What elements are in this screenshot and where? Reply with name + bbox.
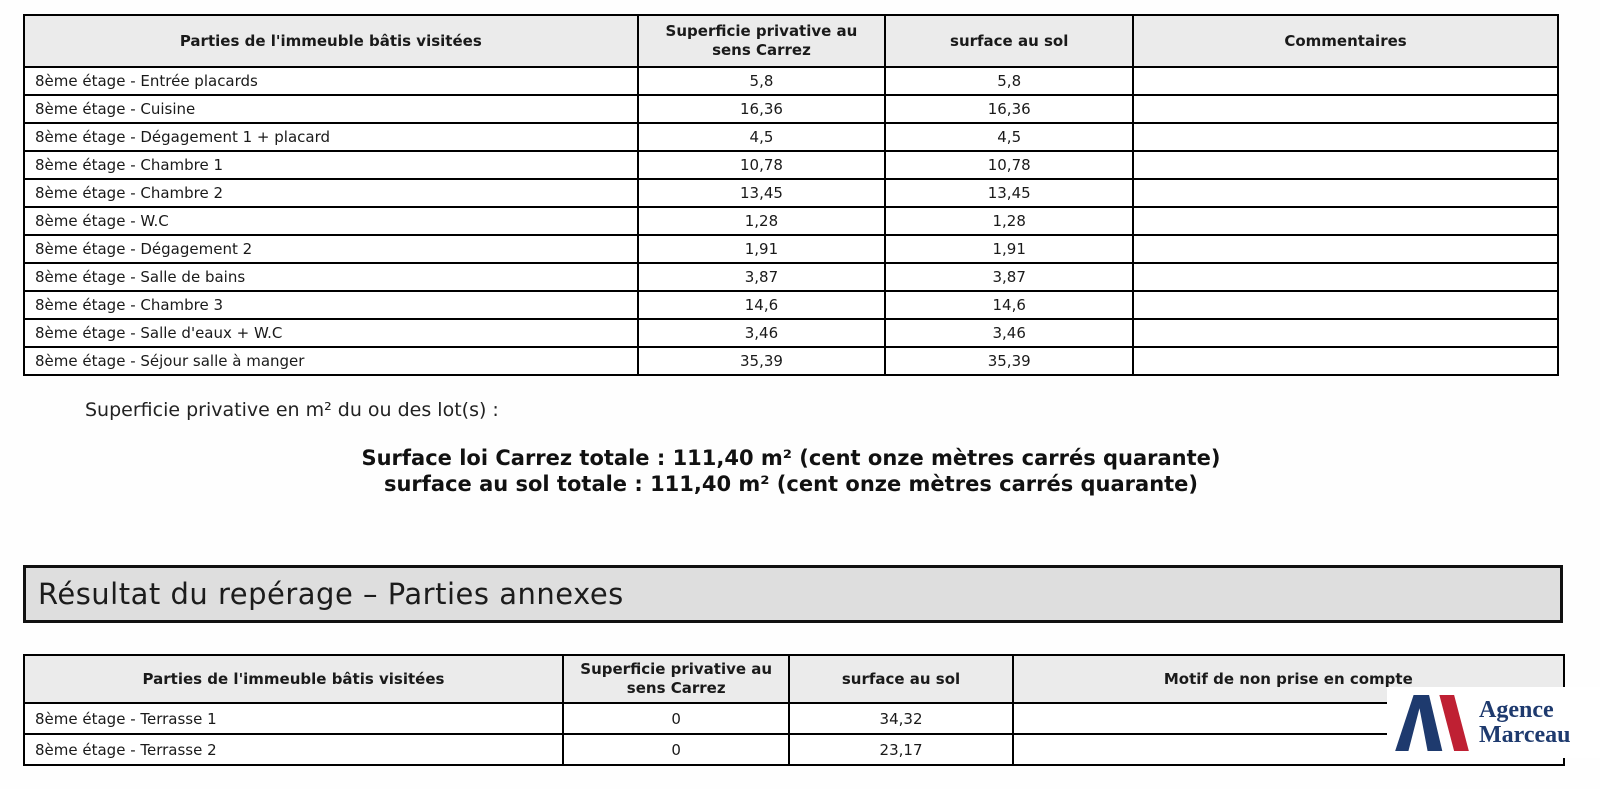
sol-value-cell: 1,91 xyxy=(884,234,1135,264)
table-row: 8ème étage - Séjour salle à manger 35,39 3… xyxy=(23,346,1559,376)
annex-col-header-sol: surface au sol xyxy=(788,654,1014,704)
sol-value-cell: 35,39 xyxy=(884,346,1135,376)
main-col-header-commentaires: Commentaires xyxy=(1132,14,1559,68)
carrez-surfaces-table: Parties de l'immeuble bâtis visitées Sup… xyxy=(23,14,1559,376)
sol-value-cell: 3,87 xyxy=(884,262,1135,292)
comment-cell xyxy=(1132,346,1559,376)
carrez-value-cell: 16,36 xyxy=(636,94,887,124)
comment-cell xyxy=(1132,234,1559,264)
room-cell: 8ème étage - Dégagement 1 + placard xyxy=(23,122,639,152)
table-row: 8ème étage - W.C 1,28 1,28 xyxy=(23,206,1559,236)
carrez-value-cell: 10,78 xyxy=(636,150,887,180)
table-row: 8ème étage - Cuisine 16,36 16,36 xyxy=(23,94,1559,124)
table-row: 8ème étage - Salle d'eaux + W.C 3,46 3,46 xyxy=(23,318,1559,348)
agence-marceau-wordmark: Agence Marceau xyxy=(1479,696,1571,748)
main-table-header-row: Parties de l'immeuble bâtis visitées Sup… xyxy=(23,14,1559,68)
totals-block: Surface loi Carrez totale : 111,40 m² (c… xyxy=(23,445,1559,497)
room-cell: 8ème étage - Chambre 2 xyxy=(23,178,639,208)
sol-value-cell: 23,17 xyxy=(788,733,1014,766)
table-row: 8ème étage - Chambre 1 10,78 10,78 xyxy=(23,150,1559,180)
carrez-value-cell: 4,5 xyxy=(636,122,887,152)
sol-value-cell: 5,8 xyxy=(884,66,1135,96)
agence-marceau-logo: Agence Marceau xyxy=(1387,687,1600,758)
sol-value-cell: 16,36 xyxy=(884,94,1135,124)
logo-line-agence: Agence xyxy=(1479,696,1554,723)
comment-cell xyxy=(1132,122,1559,152)
carrez-value-cell: 13,45 xyxy=(636,178,887,208)
comment-cell xyxy=(1132,66,1559,96)
main-col-header-carrez: Superficie privative au sens Carrez xyxy=(636,14,887,68)
room-cell: 8ème étage - Cuisine xyxy=(23,94,639,124)
carrez-value-cell: 35,39 xyxy=(636,346,887,376)
comment-cell xyxy=(1132,94,1559,124)
sol-value-cell: 1,28 xyxy=(884,206,1135,236)
annex-table-header-row: Parties de l'immeuble bâtis visitées Sup… xyxy=(23,654,1566,704)
carrez-total-line: Surface loi Carrez totale : 111,40 m² (c… xyxy=(361,446,1221,470)
room-cell: 8ème étage - Terrasse 1 xyxy=(23,702,564,735)
carrez-value-cell: 3,46 xyxy=(636,318,887,348)
table-row: 8ème étage - Salle de bains 3,87 3,87 xyxy=(23,262,1559,292)
carrez-value-cell: 1,91 xyxy=(636,234,887,264)
sol-value-cell: 14,6 xyxy=(884,290,1135,320)
sol-value-cell: 34,32 xyxy=(788,702,1014,735)
annex-surfaces-table: Parties de l'immeuble bâtis visitées Sup… xyxy=(23,654,1566,766)
carrez-value-cell: 5,8 xyxy=(636,66,887,96)
carrez-value-cell: 3,87 xyxy=(636,262,887,292)
carrez-value-cell: 0 xyxy=(561,702,791,735)
sol-value-cell: 13,45 xyxy=(884,178,1135,208)
room-cell: 8ème étage - Chambre 3 xyxy=(23,290,639,320)
annex-col-header-carrez: Superficie privative au sens Carrez xyxy=(561,654,791,704)
comment-cell xyxy=(1132,206,1559,236)
comment-cell xyxy=(1132,178,1559,208)
section-title-parties-annexes: Résultat du repérage – Parties annexes xyxy=(38,577,624,611)
section-header-band: Résultat du repérage – Parties annexes xyxy=(23,565,1563,623)
carrez-value-cell: 0 xyxy=(561,733,791,766)
room-cell: 8ème étage - Dégagement 2 xyxy=(23,234,639,264)
sol-value-cell: 3,46 xyxy=(884,318,1135,348)
sol-total-line: surface au sol totale : 111,40 m² (cent … xyxy=(383,472,1199,496)
agence-marceau-monogram-icon xyxy=(1395,694,1469,751)
table-row: 8ème étage - Dégagement 2 1,91 1,91 xyxy=(23,234,1559,264)
sol-value-cell: 10,78 xyxy=(884,150,1135,180)
room-cell: 8ème étage - Terrasse 2 xyxy=(23,733,564,766)
comment-cell xyxy=(1132,290,1559,320)
room-cell: 8ème étage - Entrée placards xyxy=(23,66,639,96)
carrez-value-cell: 1,28 xyxy=(636,206,887,236)
main-col-header-sol: surface au sol xyxy=(884,14,1135,68)
table-row: 8ème étage - Chambre 2 13,45 13,45 xyxy=(23,178,1559,208)
room-cell: 8ème étage - Salle d'eaux + W.C xyxy=(23,318,639,348)
main-col-header-parties: Parties de l'immeuble bâtis visitées xyxy=(23,14,639,68)
comment-cell xyxy=(1132,318,1559,348)
room-cell: 8ème étage - W.C xyxy=(23,206,639,236)
comment-cell xyxy=(1132,150,1559,180)
room-cell: 8ème étage - Séjour salle à manger xyxy=(23,346,639,376)
table-row: 8ème étage - Terrasse 2 0 23,17 xyxy=(23,733,1566,766)
logo-line-marceau: Marceau xyxy=(1479,721,1571,748)
table-row: 8ème étage - Entrée placards 5,8 5,8 xyxy=(23,66,1559,96)
superficie-intro-text: Superficie privative en m² du ou des lot… xyxy=(85,399,499,421)
annex-col-header-parties: Parties de l'immeuble bâtis visitées xyxy=(23,654,564,704)
room-cell: 8ème étage - Chambre 1 xyxy=(23,150,639,180)
table-row: 8ème étage - Dégagement 1 + placard 4,5 4,… xyxy=(23,122,1559,152)
comment-cell xyxy=(1132,262,1559,292)
room-cell: 8ème étage - Salle de bains xyxy=(23,262,639,292)
carrez-value-cell: 14,6 xyxy=(636,290,887,320)
table-row: 8ème étage - Chambre 3 14,6 14,6 xyxy=(23,290,1559,320)
table-row: 8ème étage - Terrasse 1 0 34,32 xyxy=(23,702,1566,735)
sol-value-cell: 4,5 xyxy=(884,122,1135,152)
annex-col-header-motif: Motif de non prise en compte xyxy=(1011,654,1566,704)
